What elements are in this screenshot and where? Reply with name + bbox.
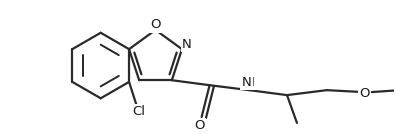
Text: N: N	[241, 76, 251, 89]
Text: O: O	[194, 119, 205, 132]
Text: Cl: Cl	[132, 105, 145, 118]
Text: O: O	[150, 18, 161, 31]
Text: O: O	[359, 87, 370, 100]
Text: H: H	[246, 76, 255, 89]
Text: N: N	[182, 38, 192, 51]
